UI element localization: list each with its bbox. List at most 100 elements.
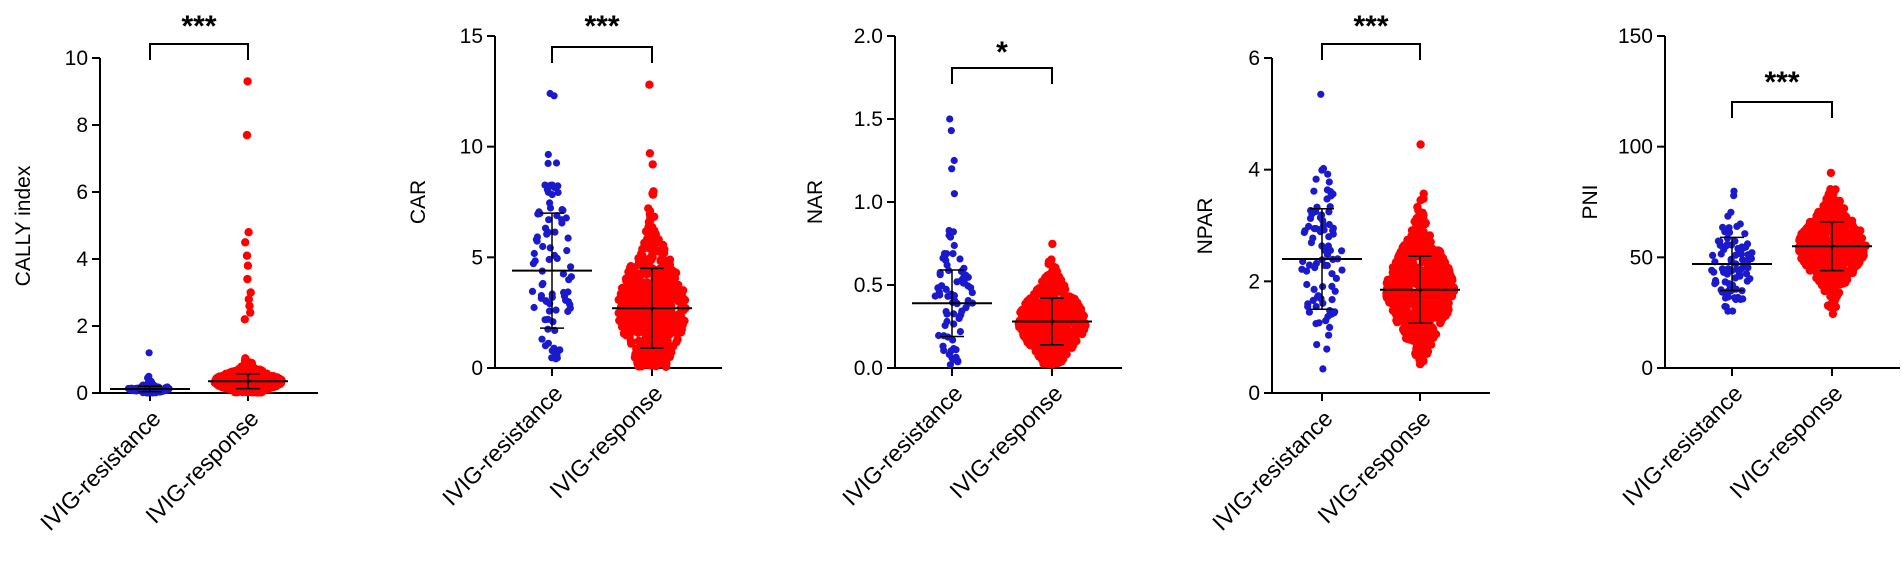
data-point: [531, 257, 539, 265]
data-point: [1816, 235, 1826, 244]
data-point: [550, 183, 559, 191]
data-point: [626, 265, 635, 274]
data-point: [1718, 288, 1726, 296]
data-point: [1067, 302, 1077, 311]
data-point: [246, 308, 255, 317]
data-point: [1723, 240, 1731, 248]
data-point: [950, 156, 958, 165]
data-point: [528, 287, 537, 295]
data-point: [936, 271, 944, 279]
data-point: [1441, 268, 1450, 277]
data-point: [1036, 315, 1046, 324]
data-point: [946, 233, 955, 241]
data-point: [1426, 340, 1436, 349]
data-point: [1723, 227, 1731, 235]
data-point: [1323, 261, 1331, 270]
data-point: [148, 379, 156, 387]
data-point: [1408, 312, 1418, 321]
data-point: [1323, 186, 1331, 194]
data-point: [223, 383, 232, 392]
data-point: [931, 292, 939, 300]
data-point: [1829, 189, 1838, 198]
data-point: [635, 258, 644, 268]
data-point: [546, 244, 554, 252]
data-point: [1828, 309, 1838, 319]
data-point: [1422, 284, 1431, 293]
data-point: [1301, 227, 1309, 235]
y-tick-label: 1.0: [854, 191, 883, 214]
data-point: [543, 230, 551, 238]
data-point: [1435, 299, 1444, 308]
data-point: [956, 328, 965, 336]
data-point: [552, 306, 560, 314]
data-point: [552, 159, 561, 167]
data-point: [240, 315, 249, 324]
y-tick-label: 10: [65, 47, 88, 70]
data-point: [1324, 170, 1332, 178]
data-point: [625, 323, 634, 333]
data-point: [657, 320, 666, 329]
data-point: [1444, 298, 1453, 308]
data-point: [263, 371, 272, 380]
data-point: [648, 249, 657, 258]
significance-label: ***: [181, 10, 216, 43]
data-point: [1403, 235, 1412, 244]
y-tick-label: 15: [460, 25, 483, 48]
data-point: [1037, 344, 1047, 353]
y-tick-label: 1.5: [854, 108, 883, 131]
data-point: [1404, 280, 1413, 289]
x-category-label: IVIG-resistance: [837, 380, 967, 510]
data-point: [1724, 293, 1732, 301]
data-point: [1731, 294, 1739, 302]
data-point: [1426, 296, 1435, 305]
data-point: [1394, 315, 1403, 325]
data-point: [1404, 267, 1414, 277]
data-point: [1393, 304, 1403, 313]
data-point: [559, 270, 568, 278]
data-point: [1331, 287, 1339, 295]
data-point: [947, 127, 955, 135]
y-tick-label: 5: [471, 246, 483, 269]
data-point: [1424, 271, 1433, 280]
data-point: [1428, 324, 1438, 333]
data-point: [1802, 224, 1811, 234]
data-point: [1017, 326, 1027, 335]
y-tick-label: 0: [76, 382, 88, 405]
data-point: [1714, 237, 1722, 245]
data-point: [1040, 280, 1050, 289]
data-point: [1329, 230, 1337, 238]
data-point: [1385, 298, 1394, 307]
data-point: [1323, 345, 1331, 353]
data-point: [1393, 279, 1402, 288]
data-point: [639, 244, 648, 253]
data-point: [1323, 195, 1331, 203]
x-category-label: IVIG-resistance: [437, 380, 567, 510]
data-point: [1305, 308, 1313, 316]
data-point: [1419, 189, 1428, 198]
data-point: [666, 288, 676, 297]
data-point: [1332, 274, 1340, 282]
data-point: [564, 234, 572, 242]
data-point: [243, 261, 253, 270]
data-point: [679, 318, 688, 327]
data-point: [648, 189, 657, 198]
data-point: [1069, 337, 1079, 346]
data-point: [1027, 323, 1036, 332]
data-point: [237, 383, 246, 392]
data-point: [955, 313, 963, 322]
data-point: [1312, 303, 1320, 311]
data-point: [1059, 350, 1069, 359]
data-point: [1840, 243, 1849, 252]
panel-cally-index: CALLY index *** IVIG-resistance IVIG-res…: [12, 10, 318, 536]
panel-car: CAR *** IVIG-resistance IVIG-response 05…: [407, 10, 722, 511]
data-point: [620, 319, 629, 328]
data-point: [1319, 299, 1327, 307]
data-point: [223, 372, 232, 381]
data-point: [948, 165, 956, 173]
data-point: [564, 288, 572, 296]
data-point: [616, 292, 626, 301]
data-point: [658, 240, 668, 250]
data-point: [1817, 281, 1827, 290]
data-point: [1822, 194, 1831, 203]
